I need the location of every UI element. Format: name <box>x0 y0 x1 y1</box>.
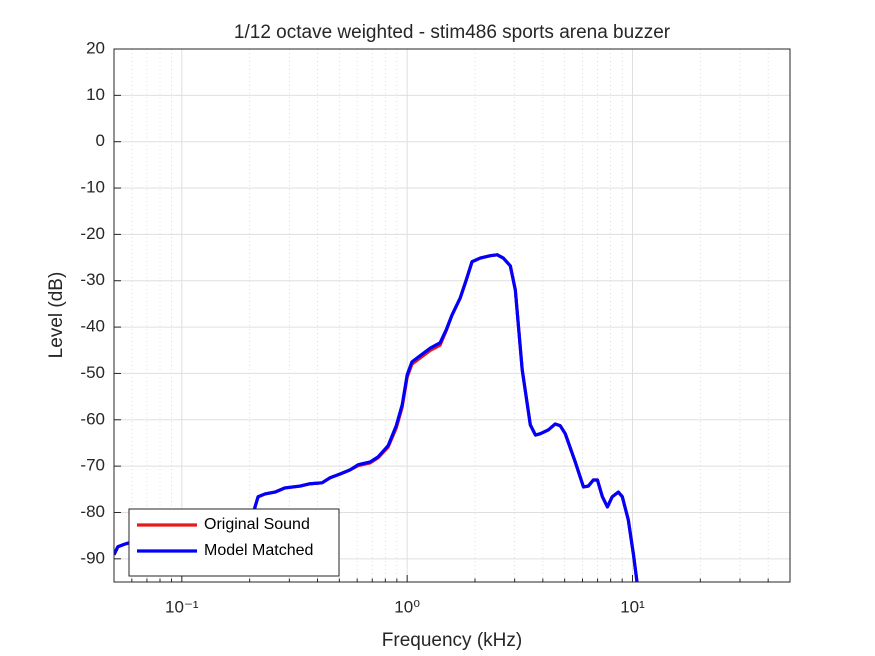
axes-box <box>113 48 791 583</box>
y-tick-label: 10 <box>86 85 105 104</box>
y-tick-label: -80 <box>80 502 105 521</box>
x-tick-label: 10¹ <box>620 597 645 616</box>
y-tick-label: -70 <box>80 456 105 475</box>
legend-label: Original Sound <box>204 516 310 533</box>
series-line <box>114 253 639 582</box>
chart-title: 1/12 octave weighted - stim486 sports ar… <box>234 22 671 43</box>
x-tick-label: 10⁰ <box>394 597 420 616</box>
legend-label: Model Matched <box>204 542 313 559</box>
y-axis-label: Level (dB) <box>46 272 67 359</box>
y-tick-label: 0 <box>96 131 105 150</box>
legend-box <box>128 508 340 577</box>
y-tick-label: -90 <box>80 548 105 567</box>
ticks: 10⁻¹ 10⁰ 10¹ -90 -80 -70 -60 -50 -40 -30 -20 -10 0 10… <box>80 38 769 616</box>
x-tick-label: 10⁻¹ <box>165 597 199 616</box>
y-tick-label: -10 <box>80 178 105 197</box>
lines <box>114 253 639 582</box>
x-axis-label: Frequency (kHz) <box>382 630 522 651</box>
legend: Original Sound Model Matched <box>128 508 340 577</box>
y-tick-label: -60 <box>80 409 105 428</box>
y-tick-label: 20 <box>86 38 105 57</box>
y-tick-label: -40 <box>80 317 105 336</box>
y-tick-label: -50 <box>80 363 105 382</box>
y-tick-label: -30 <box>80 270 105 289</box>
y-tick-label: -20 <box>80 224 105 243</box>
grid <box>114 48 790 582</box>
